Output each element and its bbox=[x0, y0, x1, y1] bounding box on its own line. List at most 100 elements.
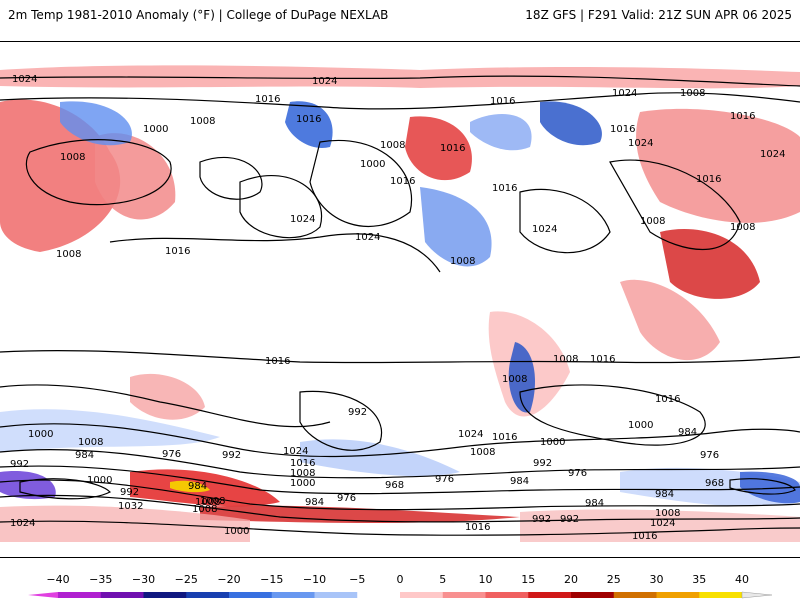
anomaly-shading bbox=[0, 65, 800, 542]
colorbar-arrow-high bbox=[741, 591, 773, 599]
colorbar-segment bbox=[485, 592, 529, 598]
colorbar-segment bbox=[613, 592, 657, 598]
isobar-label: 992 bbox=[532, 514, 551, 525]
isobar-label: 1016 bbox=[390, 176, 415, 187]
model-run-info: 18Z GFS | F291 Valid: 21Z SUN APR 06 202… bbox=[525, 8, 792, 22]
isobar-label: 1008 bbox=[502, 374, 527, 385]
isobar-label: 984 bbox=[510, 476, 529, 487]
isobar-label: 1016 bbox=[255, 94, 280, 105]
isobar-label: 968 bbox=[385, 480, 404, 491]
colorbar: −40 −35 −30 −25 −20 −15 −10 −5 0 5 10 15 20 25 30 35 40 bbox=[0, 570, 800, 600]
anomaly-map[interactable]: 1024 1024 1016 1016 1008 1000 1008 1016 … bbox=[0, 41, 800, 558]
isobar-label: 1008 bbox=[470, 447, 495, 458]
colorbar-tick-label: −10 bbox=[302, 573, 327, 586]
isobar-label: 1016 bbox=[165, 246, 190, 257]
colorbar-tick-label: −30 bbox=[131, 573, 156, 586]
isobar-label: 1016 bbox=[492, 183, 517, 194]
colorbar-tick-label: 5 bbox=[439, 573, 447, 586]
map-title: 2m Temp 1981-2010 Anomaly (°F) | College… bbox=[8, 8, 389, 22]
colorbar-tick-label: −20 bbox=[217, 573, 241, 586]
isobar-label: 1024 bbox=[290, 214, 315, 225]
colorbar-tick-label: 0 bbox=[396, 573, 404, 586]
colorbar-segment bbox=[357, 592, 401, 598]
isobar-label: 1024 bbox=[628, 138, 653, 149]
isobar-label: 1016 bbox=[492, 432, 517, 443]
isobar-label: 984 bbox=[188, 481, 207, 492]
isobar-label: 1000 bbox=[540, 437, 565, 448]
isobar-label: 984 bbox=[305, 497, 324, 508]
isobar-label: 1000 bbox=[628, 420, 653, 431]
colorbar-segment bbox=[100, 592, 144, 598]
isobar-label: 1016 bbox=[632, 531, 657, 542]
isobar-label: 1024 bbox=[355, 232, 380, 243]
isobar-label: 1008 bbox=[380, 140, 405, 151]
isobar-label: 1008 bbox=[730, 222, 755, 233]
isobar-label: 1024 bbox=[612, 88, 637, 99]
colorbar-tick-label: 30 bbox=[649, 573, 664, 586]
isobar-label: 976 bbox=[435, 474, 454, 485]
colorbar-segment bbox=[271, 592, 315, 598]
colorbar-segment bbox=[143, 592, 187, 598]
isobar-label: 984 bbox=[655, 489, 674, 500]
isobar-label: 992 bbox=[10, 459, 29, 470]
isobar-label: 1008 bbox=[200, 496, 225, 507]
isobar-label: 1024 bbox=[312, 76, 337, 87]
colorbar-tick-label: 10 bbox=[478, 573, 493, 586]
isobar-label: 1000 bbox=[87, 475, 112, 486]
isobar-label: 1016 bbox=[490, 96, 515, 107]
isobar-label: 1016 bbox=[655, 394, 680, 405]
colorbar-tick-label: −35 bbox=[89, 573, 113, 586]
isobar-label: 1016 bbox=[696, 174, 721, 185]
isobar-label: 1016 bbox=[290, 458, 315, 469]
map-header: 2m Temp 1981-2010 Anomaly (°F) | College… bbox=[0, 0, 800, 40]
isobar-label: 984 bbox=[75, 450, 94, 461]
colorbar-tick-label: −15 bbox=[260, 573, 284, 586]
isobar-label: 1008 bbox=[680, 88, 705, 99]
isobar-label: 992 bbox=[560, 514, 579, 525]
isobar-labels: 1024 1024 1016 1016 1008 1000 1008 1016 … bbox=[10, 74, 785, 542]
isobar-label: 1024 bbox=[532, 224, 557, 235]
colorbar-segment bbox=[656, 592, 700, 598]
isobar-label: 1016 bbox=[465, 522, 490, 533]
isobar-label: 1008 bbox=[640, 216, 665, 227]
isobar-label: 1008 bbox=[195, 497, 220, 508]
isobar-label: 1024 bbox=[650, 518, 675, 529]
isobar-label: 1016 bbox=[610, 124, 635, 135]
isobar-label: 984 bbox=[585, 498, 604, 509]
isobar-label: 976 bbox=[700, 450, 719, 461]
colorbar-arrow-low bbox=[28, 592, 58, 598]
isobar-label: 1016 bbox=[730, 111, 755, 122]
colorbar-tick-label: −25 bbox=[174, 573, 198, 586]
colorbar-segment bbox=[442, 592, 486, 598]
isobar-label: 1000 bbox=[28, 429, 53, 440]
colorbar-segment bbox=[699, 592, 743, 598]
colorbar-segment bbox=[528, 592, 572, 598]
colorbar-tick-label: 40 bbox=[735, 573, 749, 586]
isobar-label: 1008 bbox=[192, 504, 217, 515]
isobar-label: 1008 bbox=[60, 152, 85, 163]
isobar-label: 968 bbox=[705, 478, 724, 489]
isobar-label: 1016 bbox=[296, 114, 321, 125]
colorbar-tick-label: 15 bbox=[521, 573, 536, 586]
colorbar-tick-label: −40 bbox=[46, 573, 70, 586]
isobar-label: 1008 bbox=[655, 508, 680, 519]
colorbar-tick-label: −5 bbox=[349, 573, 366, 586]
isobar-label: 992 bbox=[222, 450, 241, 461]
isobar-label: 976 bbox=[162, 449, 181, 460]
colorbar-tick-label: 20 bbox=[564, 573, 578, 586]
isobar-label: 1024 bbox=[760, 149, 785, 160]
isobar-label: 1032 bbox=[118, 501, 143, 512]
isobar-label: 976 bbox=[568, 468, 587, 479]
colorbar-segment bbox=[314, 592, 358, 598]
map-canvas: 1024 1024 1016 1016 1008 1000 1008 1016 … bbox=[0, 65, 800, 542]
colorbar-graphic bbox=[28, 591, 773, 599]
isobar-label: 1000 bbox=[143, 124, 168, 135]
isobar-label: 1000 bbox=[360, 159, 385, 170]
isobar-contours bbox=[0, 75, 800, 536]
isobar-label: 1016 bbox=[590, 354, 615, 365]
isobar-label: 1000 bbox=[224, 526, 249, 537]
isobar-label: 1000 bbox=[290, 478, 315, 489]
isobar-label: 1024 bbox=[458, 429, 483, 440]
isobar-label: 1008 bbox=[190, 116, 215, 127]
isobar-label: 1008 bbox=[290, 468, 315, 479]
